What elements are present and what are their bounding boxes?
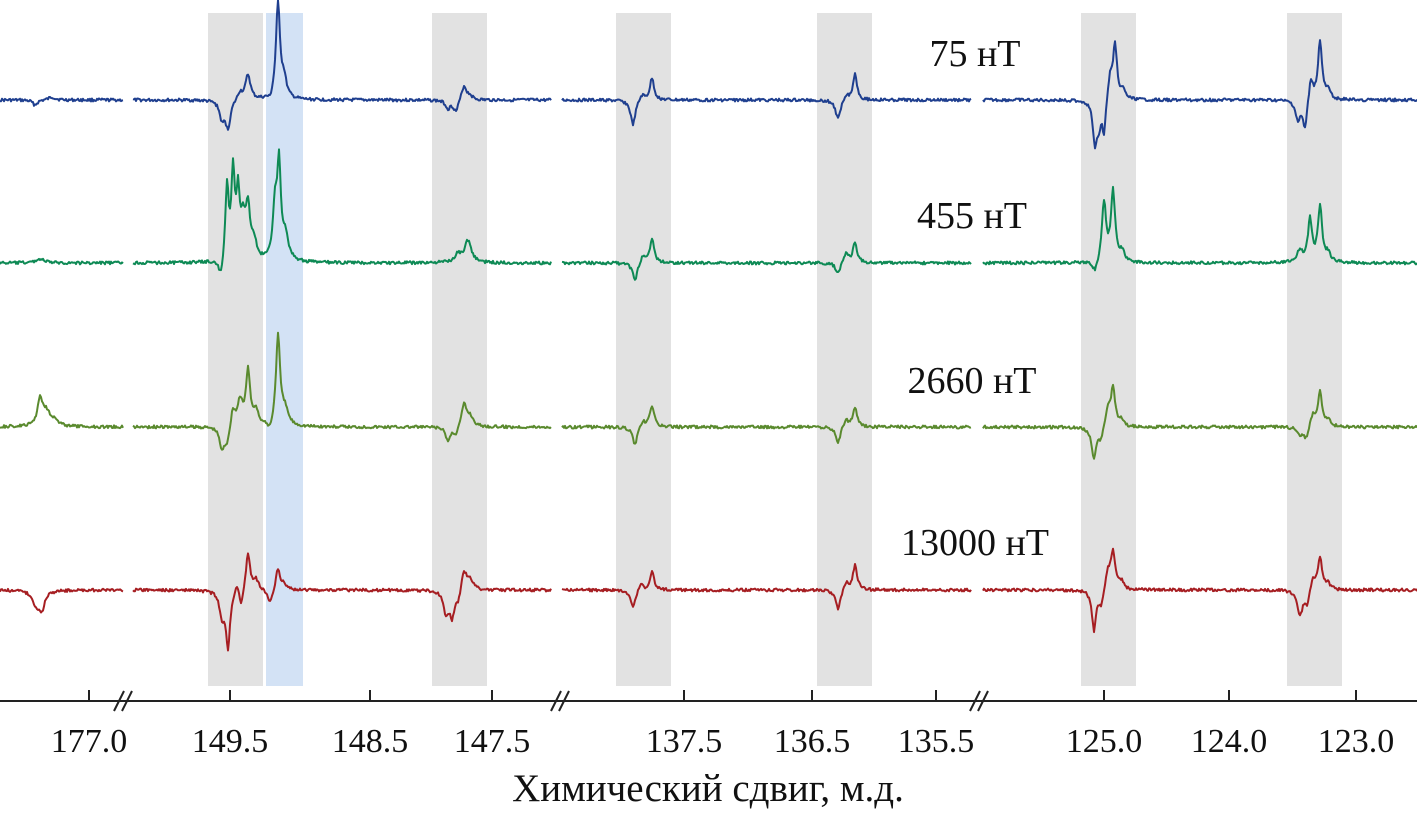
tick-label-135.5: 135.5 [898,723,975,760]
trace-segment-2-3 [561,237,972,281]
trace-segment-3-2 [132,331,552,451]
trace-segment-3-3 [561,405,972,445]
trace-segment-2-4 [982,185,1417,272]
trace-segment-4-2 [132,552,552,652]
tick-label-136.5: 136.5 [774,723,851,760]
axis-break-2 [550,690,570,712]
series-label-13000: 13000 нТ [901,522,1049,564]
tick-label-149.5: 149.5 [192,723,269,760]
highlight-band-125.0 [1081,13,1136,686]
spectrum-trace-455-нТ [0,148,1417,281]
spectrum-traces [0,0,1417,652]
highlight-band-147.8 [432,13,487,686]
tick-label-147.5: 147.5 [454,723,531,760]
series-label-75: 75 нТ [929,33,1020,75]
trace-segment-4-3 [561,562,972,611]
trace-segment-2-1 [0,257,124,266]
trace-segment-2-2 [132,148,552,272]
highlight-band-123.3 [1287,13,1342,686]
tick-label-177.0: 177.0 [51,723,128,760]
trace-segment-1-1 [0,95,124,107]
trace-segment-1-2 [132,0,552,131]
highlight-band-149.6 [208,13,263,686]
tick-label-137.5: 137.5 [646,723,723,760]
highlight-band-149.2 [266,13,303,686]
series-label-2660: 2660 нТ [907,360,1036,402]
tick-label-123.0: 123.0 [1318,723,1395,760]
trace-segment-4-1 [0,587,124,614]
x-axis: 177.0 149.5 148.5 147.5 137.5 136.5 135.5 125.0… [0,690,1417,760]
trace-segment-1-4 [982,39,1417,150]
tick-label-124.0: 124.0 [1191,723,1268,760]
spectrum-trace-2660-нТ [0,331,1417,460]
axis-break-3 [969,690,989,712]
series-labels: 75 нТ 455 нТ 2660 нТ 13000 нТ [901,33,1049,564]
highlight-band-137.8 [616,13,671,686]
tick-label-125.0: 125.0 [1066,723,1143,760]
x-axis-ticks: 177.0 149.5 148.5 147.5 137.5 136.5 135.5 125.0… [51,690,1395,760]
trace-segment-1-3 [561,72,972,127]
highlight-bands [208,13,1342,686]
series-label-455: 455 нТ [917,195,1027,237]
x-axis-title: Химический сдвиг, м.д. [512,767,904,810]
trace-segment-4-4 [982,547,1417,634]
spectrum-trace-75-нТ [0,0,1417,150]
trace-segment-3-4 [982,383,1417,460]
spectrum-trace-13000-нТ [0,547,1417,652]
trace-segment-3-1 [0,394,124,430]
tick-label-148.5: 148.5 [332,723,409,760]
axis-break-1 [113,690,133,712]
highlight-band-136.2 [817,13,872,686]
